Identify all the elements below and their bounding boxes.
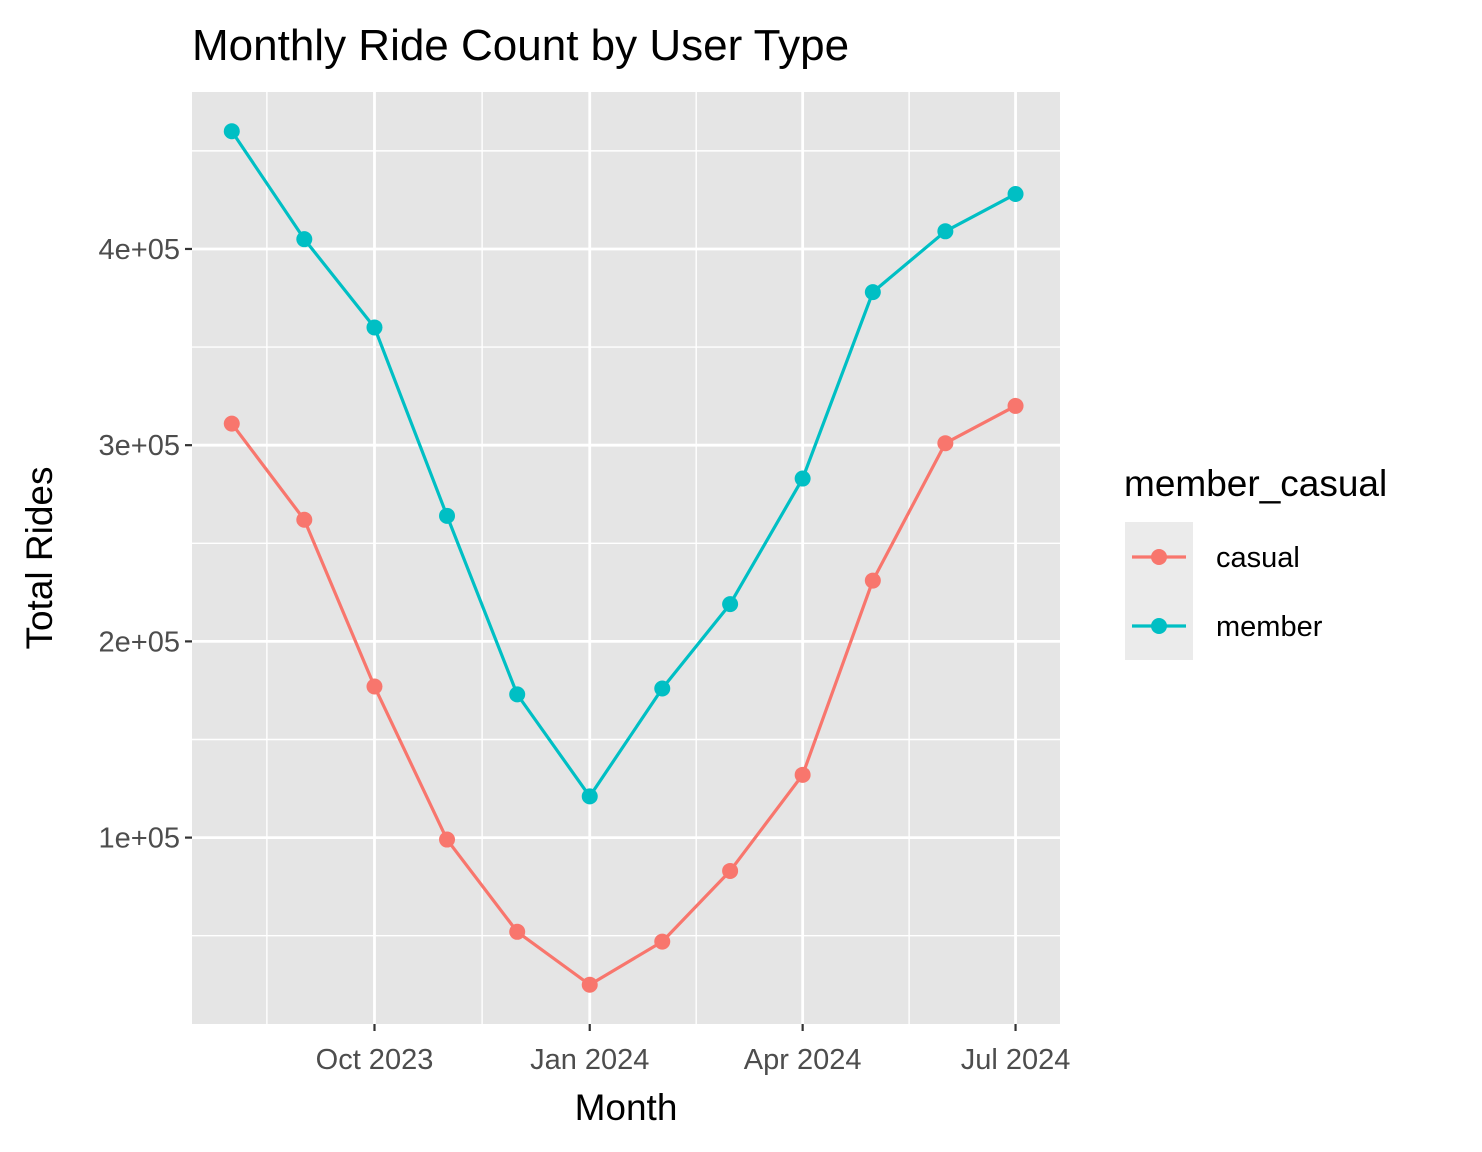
legend-items: casual member	[1132, 542, 1323, 643]
data-point-member	[1007, 186, 1024, 203]
x-tick-label: Jan 2024	[530, 1044, 649, 1076]
legend-key-background	[1125, 522, 1193, 660]
data-point-casual	[794, 766, 811, 783]
data-point-casual	[937, 435, 954, 452]
data-point-casual	[366, 678, 383, 695]
data-point-casual	[1007, 397, 1024, 414]
y-tick-label: 4e+05	[99, 234, 180, 266]
x-tick-label: Jul 2024	[961, 1044, 1071, 1076]
data-point-casual	[223, 415, 240, 432]
plot-panel	[192, 92, 1060, 1024]
legend-key-point-casual	[1151, 549, 1167, 565]
data-point-member	[439, 507, 456, 524]
grid-major	[192, 92, 1060, 1024]
y-tick-label: 2e+05	[99, 626, 180, 658]
x-tick-label: Oct 2023	[316, 1044, 434, 1076]
y-tick-label: 1e+05	[99, 823, 180, 855]
data-point-casual	[654, 933, 671, 950]
data-point-casual	[581, 976, 598, 993]
data-point-member	[654, 680, 671, 697]
data-point-member	[366, 319, 383, 336]
legend-key-point-member	[1151, 618, 1167, 634]
data-point-casual	[722, 862, 739, 879]
data-point-member	[937, 223, 954, 240]
x-axis-title: Month	[575, 1087, 678, 1128]
data-point-member	[794, 470, 811, 487]
series-line-member	[230, 130, 1017, 798]
data-point-member	[722, 596, 739, 613]
y-axis-title: Total Rides	[19, 466, 60, 649]
y-tick-label: 3e+05	[99, 430, 180, 462]
data-point-member	[864, 284, 881, 301]
data-point-casual	[296, 511, 313, 528]
grid-minor	[192, 92, 1060, 1024]
data-point-member	[296, 231, 313, 248]
series-line-casual	[230, 404, 1017, 987]
legend-label-member: member	[1216, 611, 1323, 643]
data-point-member	[223, 123, 240, 140]
x-tick-label: Apr 2024	[744, 1044, 862, 1076]
legend-title: member_casual	[1124, 463, 1387, 504]
legend-label-casual: casual	[1216, 542, 1300, 574]
data-point-casual	[439, 831, 456, 848]
data-point-casual	[509, 923, 526, 940]
legend: member_casual casual member	[1124, 463, 1387, 660]
series-layer	[223, 123, 1024, 993]
axes: 1e+05 2e+05 3e+05 4e+05 Oct 2023 Jan 2024 Apr …	[99, 234, 1071, 1076]
data-point-member	[509, 686, 526, 703]
data-point-casual	[864, 572, 881, 589]
data-point-member	[581, 788, 598, 805]
chart-title: Monthly Ride Count by User Type	[192, 21, 849, 70]
